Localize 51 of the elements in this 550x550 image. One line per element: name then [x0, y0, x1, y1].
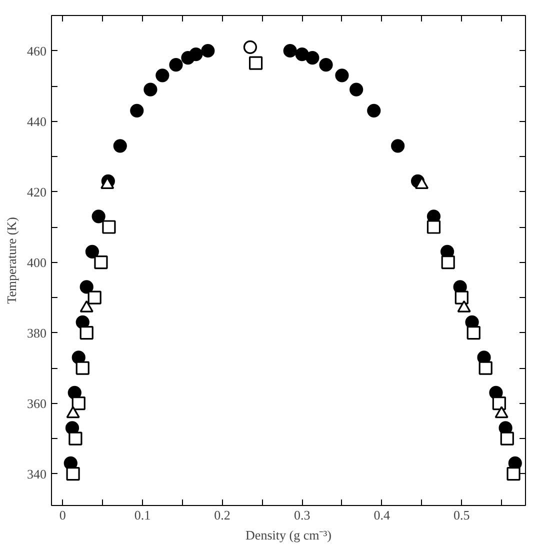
point	[426, 220, 441, 234]
point	[478, 361, 492, 375]
point	[102, 220, 116, 234]
y-tick-label: 400	[27, 254, 46, 270]
x-tick-label: 0.1	[134, 508, 151, 522]
x-tick-label: 0.3	[294, 508, 310, 522]
point	[306, 51, 320, 65]
point	[391, 139, 405, 153]
point	[283, 44, 297, 58]
point	[492, 396, 506, 410]
x-tick-label: 0.2	[214, 508, 230, 522]
point	[94, 255, 108, 270]
point	[441, 255, 455, 270]
y-tick-label: 420	[27, 184, 46, 200]
point	[80, 280, 94, 294]
y-tick-label: 460	[27, 43, 46, 58]
point	[335, 68, 349, 82]
point	[66, 466, 80, 481]
point	[506, 466, 520, 481]
point	[76, 361, 90, 375]
point	[68, 432, 82, 446]
point	[248, 56, 263, 70]
point	[156, 68, 170, 82]
point	[169, 58, 183, 72]
point	[454, 290, 468, 304]
point	[130, 104, 144, 118]
point	[85, 244, 99, 258]
y-axis-title: Temperature (K)	[4, 217, 19, 304]
point	[466, 326, 480, 340]
x-tick-label: 0.4	[374, 508, 390, 522]
point	[201, 44, 215, 58]
y-tick-label: 340	[27, 466, 46, 482]
point	[243, 40, 257, 54]
point	[500, 432, 514, 446]
point	[88, 290, 102, 304]
point	[80, 326, 94, 340]
y-tick-label: 440	[27, 114, 46, 129]
point	[319, 58, 333, 72]
point	[350, 82, 364, 96]
point	[367, 104, 381, 118]
x-tick-label: 0	[59, 508, 66, 522]
x-tick-label: 0.5	[454, 508, 470, 522]
y-tick-label: 360	[27, 396, 46, 411]
point	[189, 47, 203, 62]
point	[92, 210, 106, 224]
point	[295, 47, 309, 62]
x-axis-title: Density (g cm⁻³)	[246, 528, 332, 542]
point	[72, 396, 86, 410]
point	[113, 139, 127, 153]
point	[144, 82, 158, 96]
y-tick-label: 380	[27, 325, 46, 340]
